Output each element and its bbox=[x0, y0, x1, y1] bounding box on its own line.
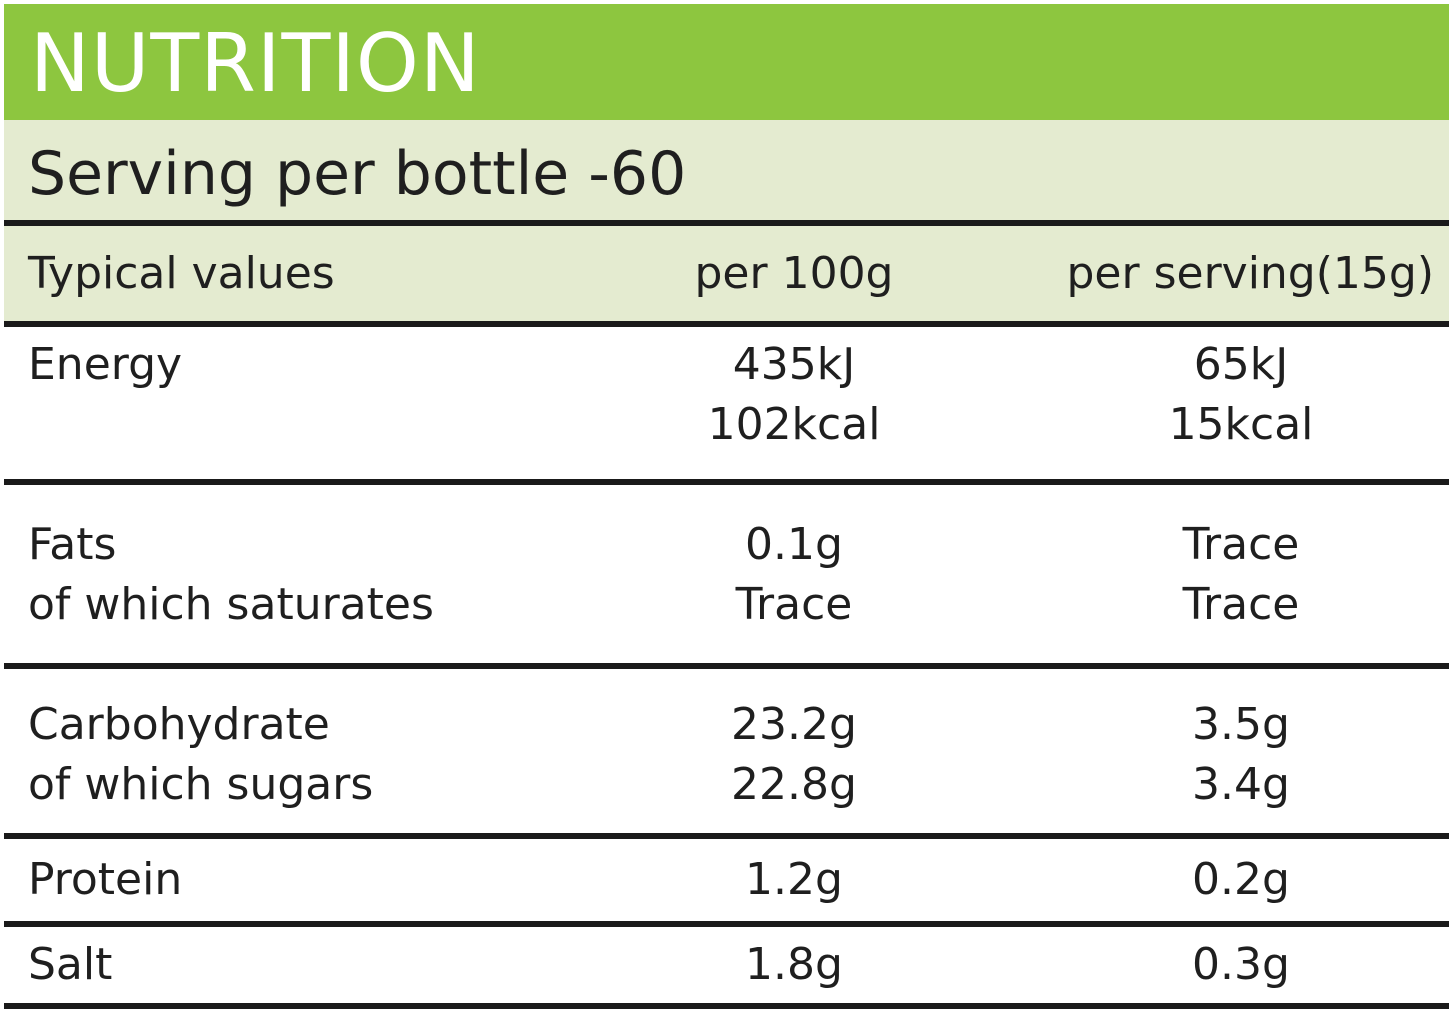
nutrient-value: 1.2g bbox=[745, 854, 843, 905]
divider bbox=[4, 921, 1449, 927]
row-energy-label: Energy bbox=[28, 335, 182, 395]
row-fats-per-100g: 0.1g Trace bbox=[644, 515, 944, 635]
row-energy-per-100g: 435kJ 102kcal bbox=[644, 335, 944, 455]
row-salt-label: Salt bbox=[28, 935, 112, 995]
nutrient-value: 65kJ bbox=[1193, 339, 1289, 390]
nutrient-value: 23.2g bbox=[731, 699, 857, 750]
nutrient-value: 0.3g bbox=[1192, 939, 1290, 990]
row-protein-per-100g: 1.2g bbox=[644, 850, 944, 910]
header-per-100g: per 100g bbox=[694, 248, 894, 299]
row-salt-per-100g: 1.8g bbox=[644, 935, 944, 995]
divider bbox=[4, 479, 1449, 485]
title-bar: NUTRITION bbox=[4, 4, 1449, 120]
nutrient-value: 1.8g bbox=[745, 939, 843, 990]
nutrient-value: 102kcal bbox=[707, 399, 881, 450]
nutrient-value: 22.8g bbox=[731, 759, 857, 810]
nutrient-value: 0.2g bbox=[1192, 854, 1290, 905]
header-per-serving: per serving(15g) bbox=[1066, 248, 1435, 299]
nutrient-label: Protein bbox=[28, 854, 183, 905]
nutrition-panel: NUTRITION Serving per bottle -60 Typical… bbox=[4, 4, 1449, 1010]
divider bbox=[4, 833, 1449, 839]
nutrient-value: 15kcal bbox=[1168, 399, 1314, 450]
header-typical-values: Typical values bbox=[28, 248, 335, 299]
serving-info: Serving per bottle -60 bbox=[28, 139, 687, 209]
divider bbox=[4, 1003, 1449, 1009]
nutrient-value: 3.4g bbox=[1192, 759, 1290, 810]
row-fats-per-serving: Trace Trace bbox=[1046, 515, 1436, 635]
nutrient-sublabel: of which saturates bbox=[28, 579, 434, 630]
nutrient-sublabel: of which sugars bbox=[28, 759, 374, 810]
nutrient-value: 0.1g bbox=[745, 519, 843, 570]
nutrient-value: Trace bbox=[1182, 519, 1300, 570]
row-fats-label: Fats of which saturates bbox=[28, 515, 434, 635]
nutrient-label: Carbohydrate bbox=[28, 699, 330, 750]
row-carbohydrate-per-100g: 23.2g 22.8g bbox=[644, 695, 944, 815]
nutrient-value: 3.5g bbox=[1192, 699, 1290, 750]
nutrient-value: 435kJ bbox=[732, 339, 856, 390]
nutrient-label: Salt bbox=[28, 939, 113, 990]
divider bbox=[4, 663, 1449, 669]
divider bbox=[4, 321, 1449, 327]
nutrient-label: Energy bbox=[28, 339, 183, 390]
panel-title: NUTRITION bbox=[30, 17, 481, 110]
divider bbox=[4, 220, 1449, 226]
row-energy-per-serving: 65kJ 15kcal bbox=[1046, 335, 1436, 455]
row-carbohydrate-per-serving: 3.5g 3.4g bbox=[1046, 695, 1436, 815]
nutrient-value: Trace bbox=[735, 579, 853, 630]
row-protein-label: Protein bbox=[28, 850, 182, 910]
serving-bar: Serving per bottle -60 bbox=[4, 120, 1449, 220]
row-protein-per-serving: 0.2g bbox=[1046, 850, 1436, 910]
row-salt-per-serving: 0.3g bbox=[1046, 935, 1436, 995]
nutrient-value: Trace bbox=[1182, 579, 1300, 630]
table-header: Typical values per 100g per serving(15g) bbox=[4, 226, 1449, 321]
nutrient-label: Fats bbox=[28, 519, 117, 570]
row-carbohydrate-label: Carbohydrate of which sugars bbox=[28, 695, 373, 815]
